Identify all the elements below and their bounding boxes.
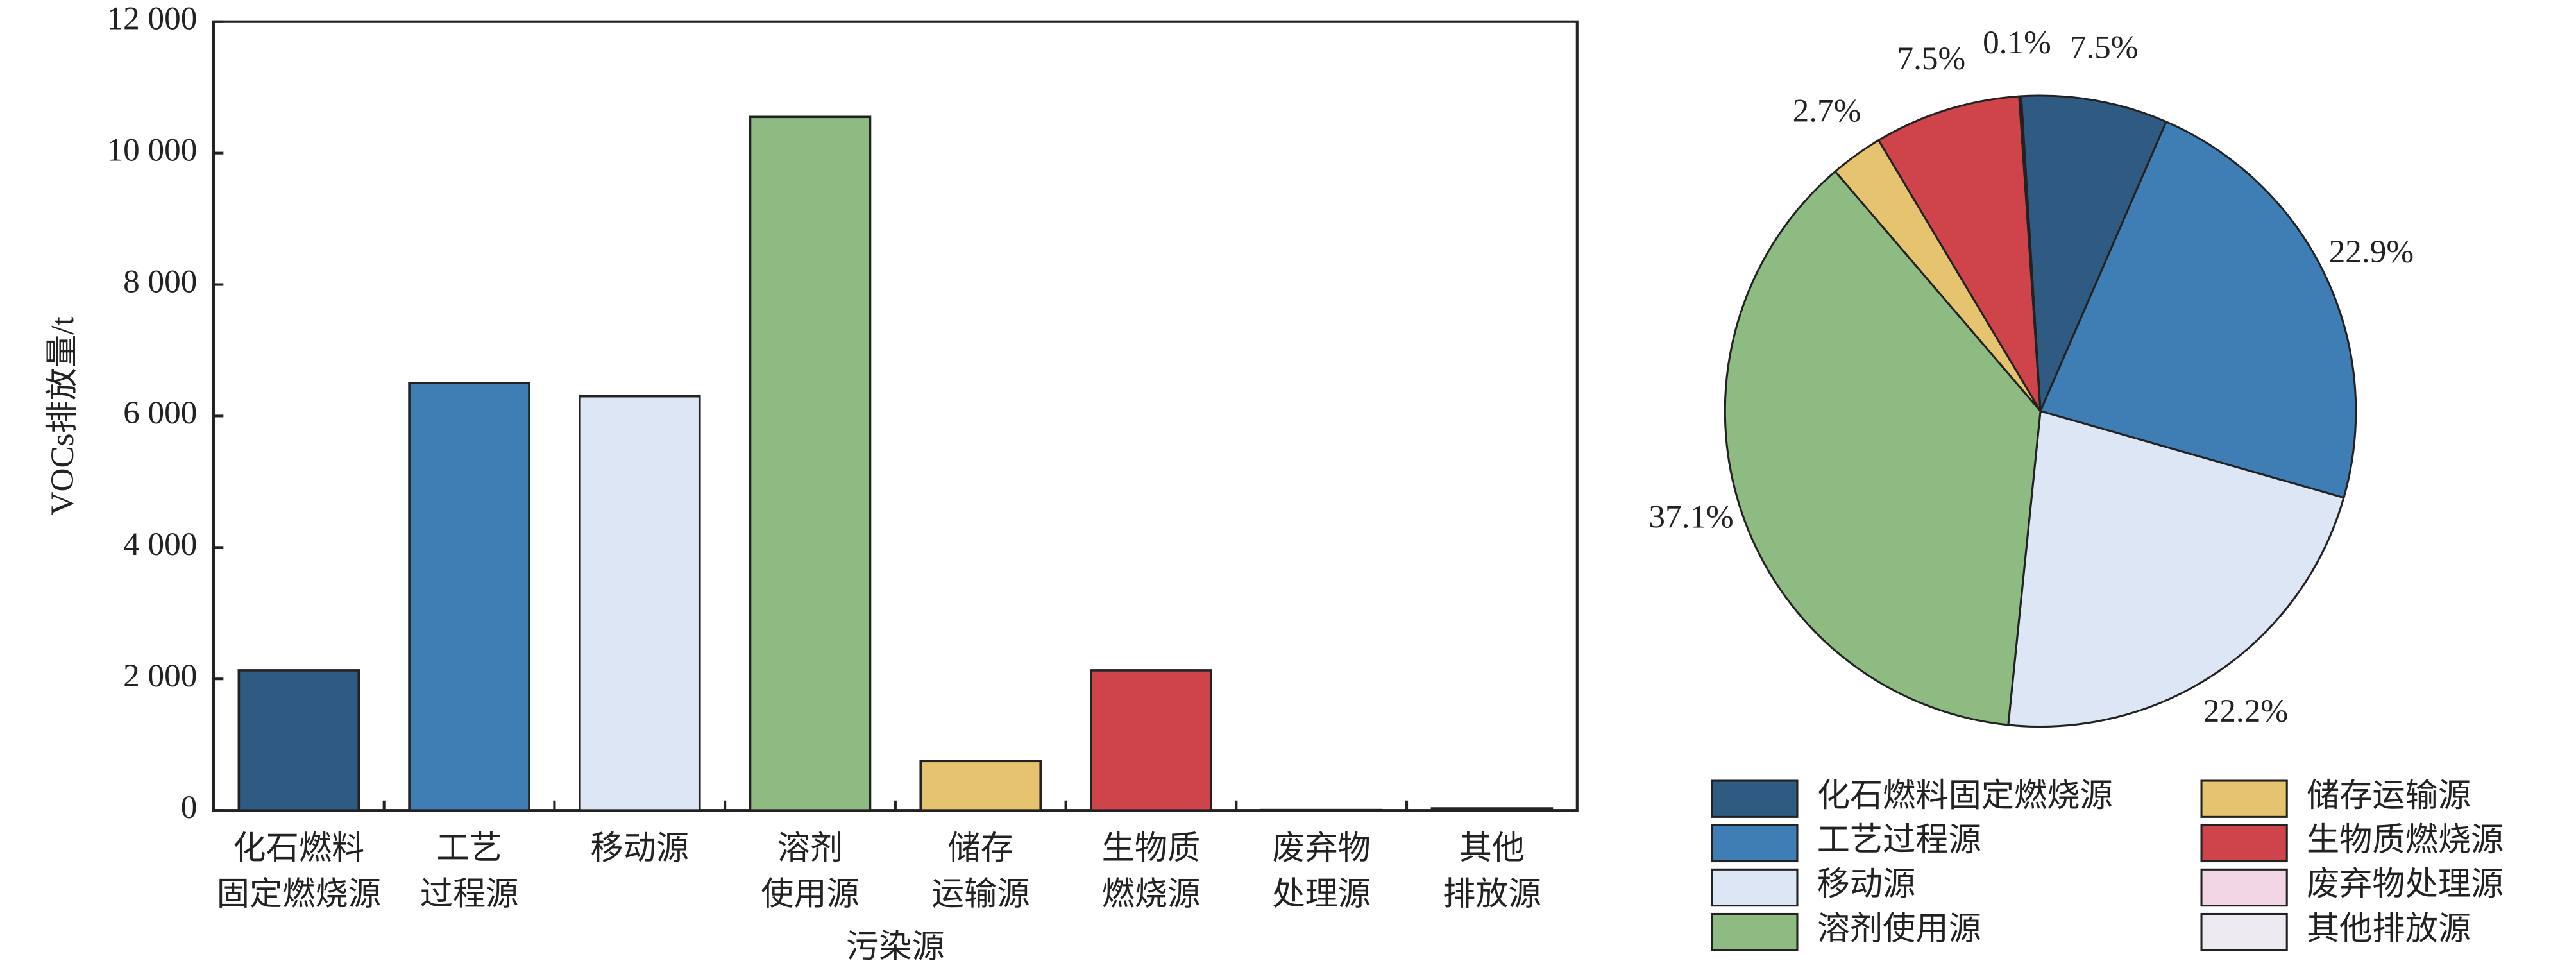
y-tick-label: 8 000 [123, 263, 197, 300]
pie-slice [2018, 95, 2042, 411]
x-tick-label: 燃烧源 [1102, 876, 1201, 913]
legend-swatch [2200, 824, 2288, 863]
bar [578, 395, 701, 812]
legend-swatch [2200, 779, 2288, 818]
bar [237, 669, 360, 812]
x-tick-label: 储存 [948, 830, 1013, 867]
legend-swatch [2200, 912, 2288, 951]
legend-label: 其他排放源 [2307, 910, 2471, 947]
pie-slice [1877, 95, 2042, 412]
bar [1260, 808, 1383, 812]
x-tick-label: 溶剂 [777, 830, 843, 867]
legend-label: 化石燃料固定燃烧源 [1817, 778, 2113, 814]
y-tick-label: 6 000 [123, 395, 197, 431]
x-tick-label: 使用源 [761, 876, 860, 913]
legend-swatch [1711, 824, 1799, 863]
y-tick-label: 10 000 [106, 132, 197, 168]
bar [1090, 669, 1212, 812]
x-tick-label: 生物质 [1102, 830, 1201, 867]
bar [1430, 807, 1554, 812]
x-tick-label: 移动源 [590, 830, 689, 867]
legend-label: 工艺过程源 [1817, 822, 1981, 858]
x-tick-label: 运输源 [931, 876, 1030, 913]
x-tick-label: 过程源 [420, 876, 519, 913]
pie-slice [2007, 409, 2345, 728]
pie-label: 7.5% [1897, 40, 1965, 77]
bar [919, 760, 1042, 812]
y-tick-label: 12 000 [106, 0, 197, 37]
x-tick-label: 工艺 [436, 830, 502, 867]
legend-label: 生物质燃烧源 [2307, 822, 2504, 858]
bar [749, 115, 872, 812]
legend-swatch [1711, 912, 1799, 951]
pie-slice [1724, 170, 2042, 726]
bar [408, 382, 530, 812]
legend-label: 废弃物处理源 [2307, 866, 2504, 903]
pie-label: 0.1% [1983, 24, 2051, 61]
pie-label: 37.1% [1648, 499, 1733, 536]
pie-label: 2.7% [1793, 92, 1861, 129]
legend-swatch [1711, 779, 1799, 818]
x-tick-label: 其他 [1459, 830, 1525, 867]
x-tick-label: 排放源 [1443, 876, 1541, 913]
legend-label: 溶剂使用源 [1817, 910, 1981, 947]
y-tick-label: 0 [181, 789, 198, 826]
legend-label: 储存运输源 [2307, 778, 2471, 814]
x-axis-label: 污染源 [846, 929, 945, 966]
legend-swatch [1711, 868, 1799, 907]
pie-label: 7.5% [2070, 30, 2139, 66]
pie-label: 22.2% [2203, 693, 2288, 729]
y-tick-label: 2 000 [123, 658, 197, 694]
x-tick-label: 废弃物 [1272, 830, 1371, 867]
legend-label: 移动源 [1817, 866, 1916, 903]
pie-label: 22.9% [2329, 234, 2414, 270]
x-tick-label: 处理源 [1272, 876, 1371, 913]
x-tick-label: 固定燃烧源 [217, 876, 381, 913]
legend-swatch [2200, 868, 2288, 907]
y-tick-label: 4 000 [123, 526, 197, 563]
y-axis-label: VOCs排放量/t [44, 316, 81, 515]
pie-slice [2038, 120, 2357, 499]
x-tick-label: 化石燃料 [233, 830, 364, 867]
pie-slice [2020, 94, 2168, 412]
